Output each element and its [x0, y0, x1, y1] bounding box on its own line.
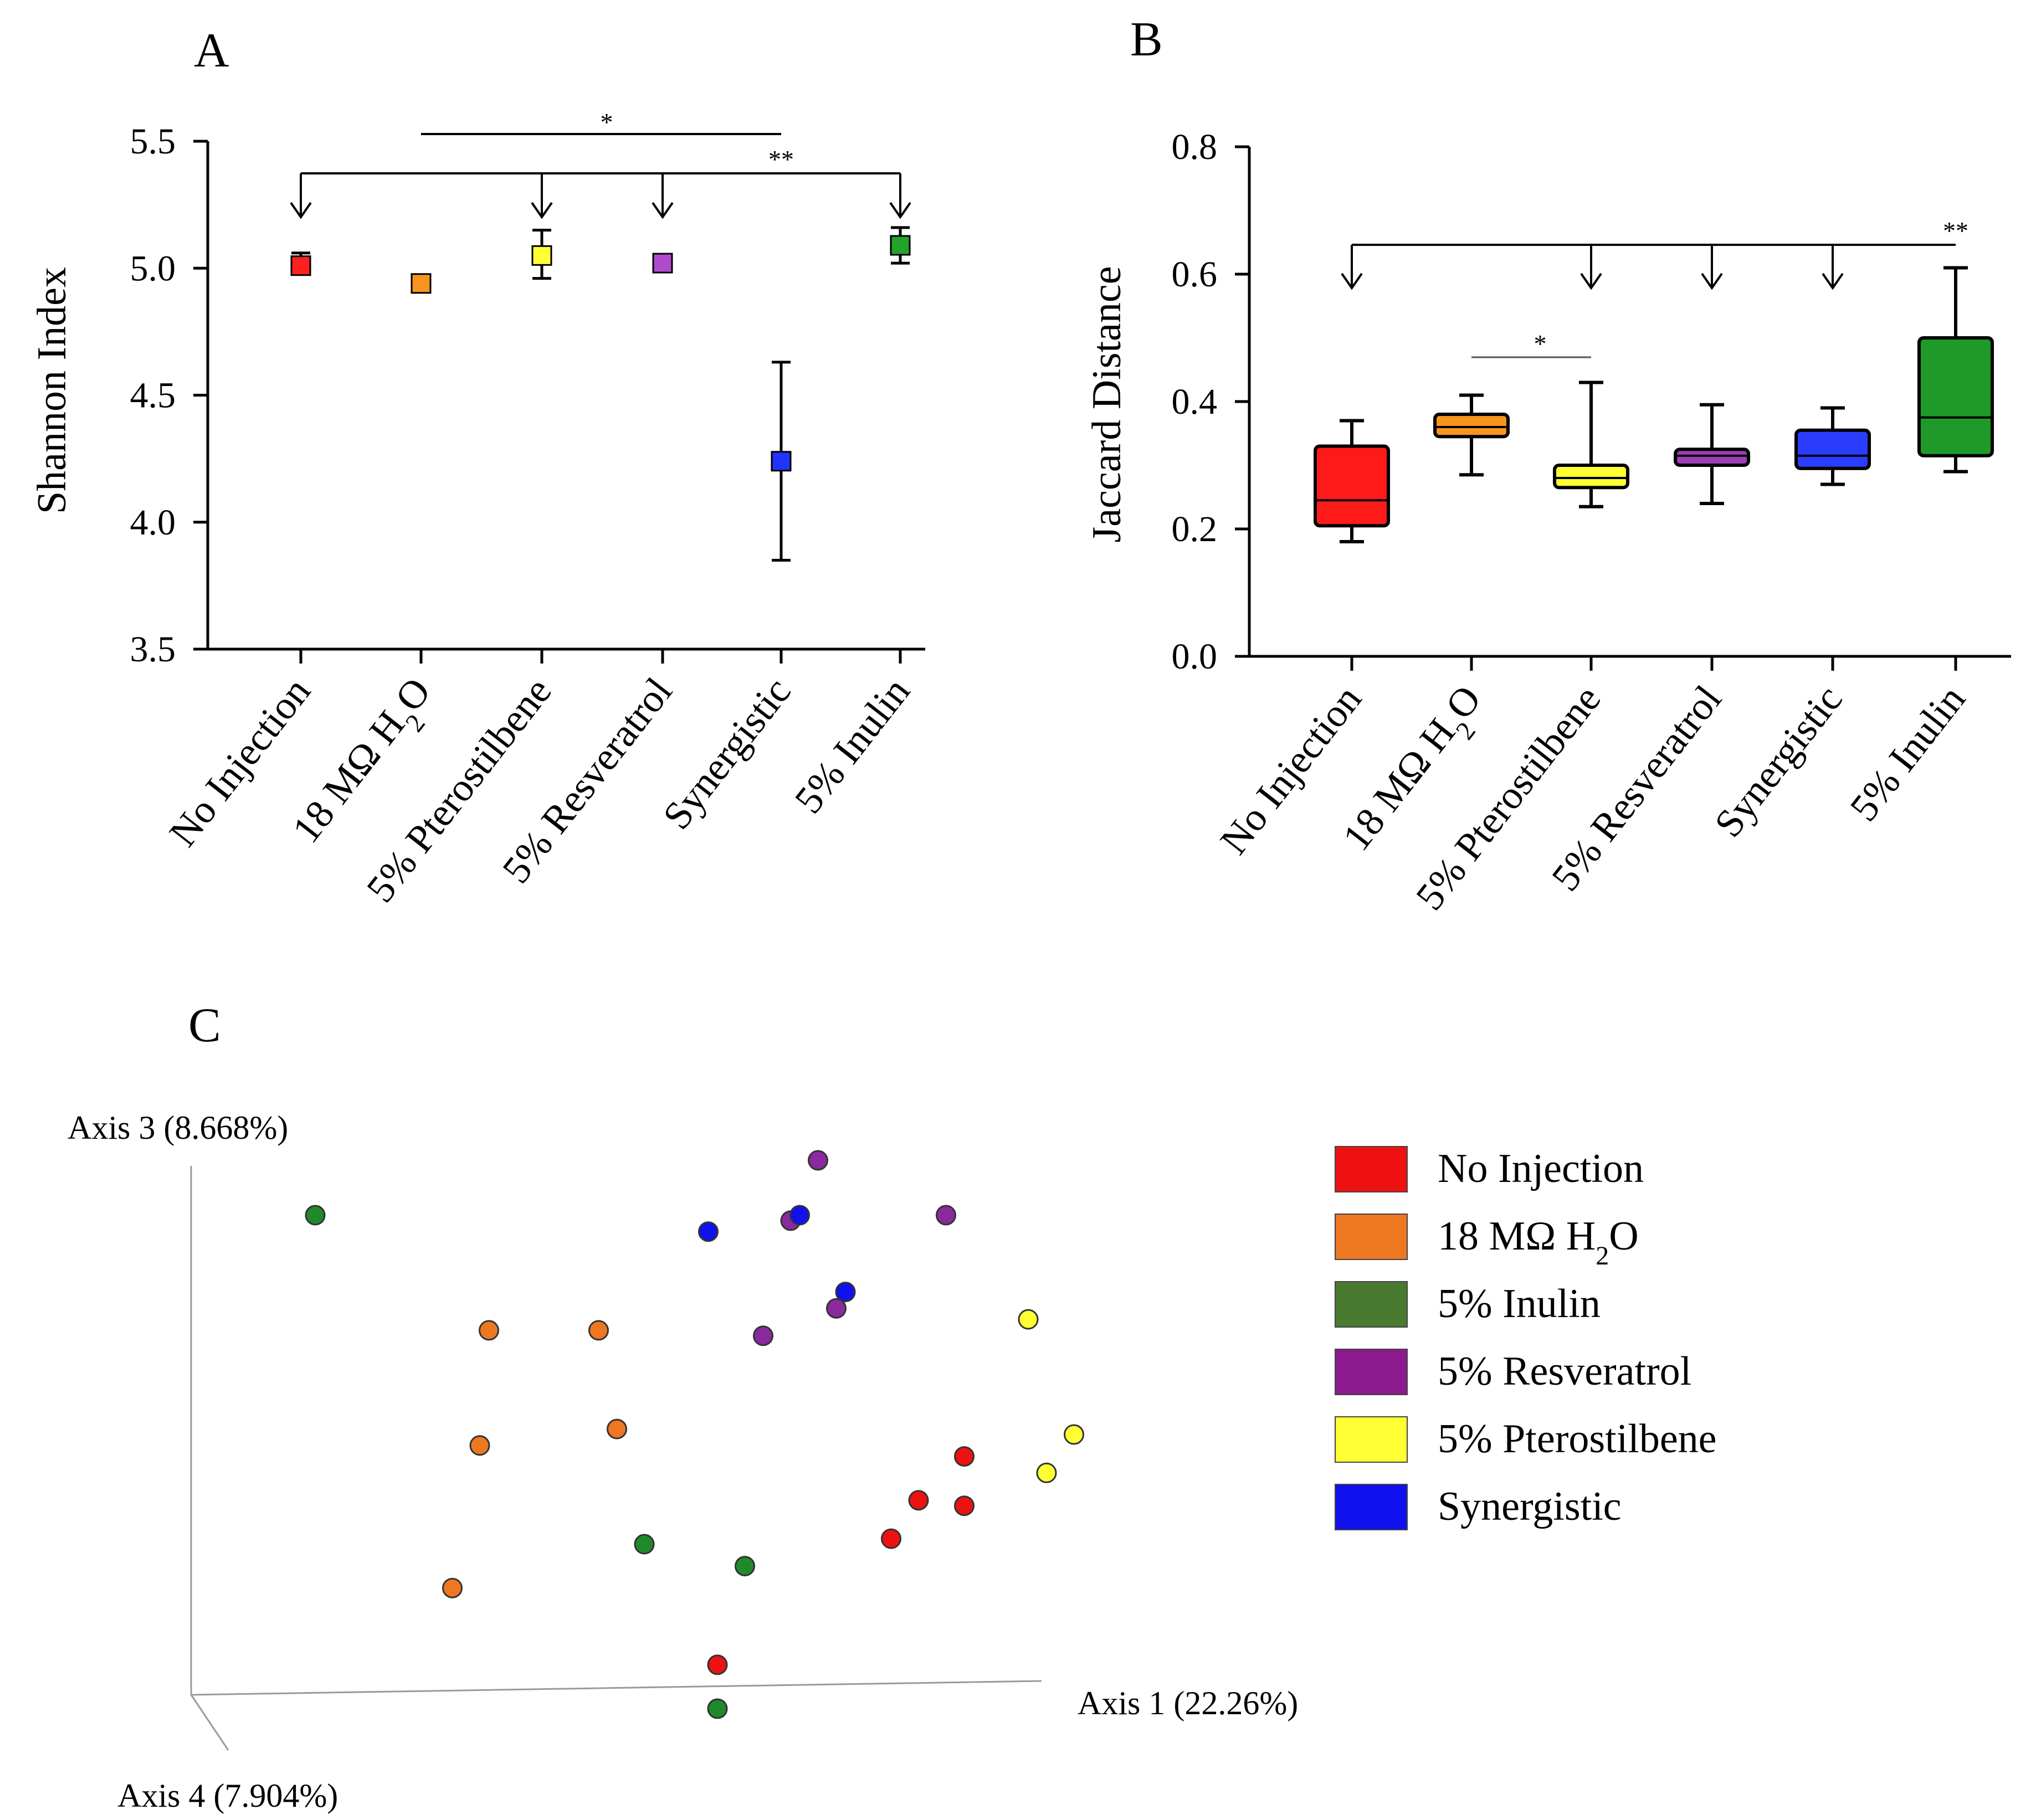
- legend-label-synergistic: Synergistic: [1438, 1484, 1622, 1529]
- legend-swatch-18-m-ho: [1335, 1214, 1408, 1260]
- panel-b-box-1: [1433, 413, 1510, 439]
- panel-b-y-axis-title: Jaccard Distance: [1084, 266, 1130, 542]
- pcoa-point-18-m-h2o-4: [479, 1320, 499, 1341]
- panel-a-x-ticks: [299, 649, 902, 664]
- panel-a-mean-marker-2: [531, 245, 552, 266]
- panel-a-y-axis-title: Shannon Index: [29, 267, 75, 514]
- panel-b-box-3: [1674, 448, 1750, 467]
- pcoa-point-5-inulin-3: [707, 1698, 728, 1719]
- pcoa-point-5-inulin-1: [634, 1534, 655, 1555]
- legend-label-18-m-ho: 18 MΩ H2O: [1438, 1214, 1639, 1271]
- panel-a-letter: A: [194, 24, 229, 78]
- legend-label-subscript-1: 2: [1596, 1241, 1609, 1271]
- pcoa-point-synergistic-15: [698, 1221, 719, 1242]
- panel-a-mean-marker-1: [411, 273, 432, 294]
- panel-b-letter: B: [1130, 13, 1163, 66]
- legend-swatch-5-resveratrol: [1335, 1349, 1408, 1395]
- pcoa-point-synergistic-14: [789, 1205, 810, 1226]
- panel-a-ytick-label-2: 4.5: [130, 376, 176, 416]
- pcoa-point-5-resveratrol-9: [808, 1150, 828, 1171]
- legend-swatch-synergistic: [1335, 1484, 1408, 1530]
- panel-b-sig-arrow-0-head: [1341, 273, 1363, 290]
- panel-a-sig-label-1: *: [601, 108, 613, 136]
- pcoa-point-5-pterostilbene-18: [1064, 1424, 1084, 1445]
- panel-a-y-ticks: 3.5 4.0 4.5 5.0 5.5: [130, 121, 208, 670]
- pcoa-point-5-resveratrol-11: [936, 1205, 956, 1226]
- panel-a-ytick-label-3: 5.0: [130, 248, 176, 289]
- panel-a-sig-arrow-3-head: [652, 202, 674, 219]
- panel-b-ytick-label-1: 0.2: [1172, 509, 1218, 549]
- legend-swatch-5-pterostilbene: [1335, 1416, 1408, 1463]
- panel-b-sig-label-2: *: [1534, 330, 1547, 358]
- panel-a-sig-arrow-5-head: [889, 202, 911, 219]
- pcoa-point-no-injection-20: [954, 1446, 975, 1467]
- pcoa-points: [305, 1150, 1084, 1719]
- pcoa-point-5-pterostilbene-17: [1018, 1309, 1039, 1330]
- pcoa-point-no-injection-24: [707, 1654, 728, 1675]
- pcoa-axis1-label: Axis 1 (22.26%): [1078, 1685, 1298, 1721]
- panel-b-sig-arrow-4-head: [1822, 273, 1844, 290]
- panel-a-sig-label-2: **: [768, 145, 794, 173]
- pcoa-axis4-label: Axis 4 (7.904%): [117, 1777, 338, 1814]
- panel-b-box-5: [1917, 336, 1994, 457]
- panel-b-sig-arrow-3-head: [1701, 273, 1723, 290]
- legend-label-5-pterostilbene: 5% Pterostilbene: [1438, 1416, 1717, 1462]
- panel-b-ytick-label-3: 0.6: [1172, 254, 1218, 295]
- pcoa-point-5-inulin-0: [305, 1205, 326, 1226]
- pcoa-point-18-m-h2o-8: [442, 1577, 463, 1598]
- pcoa-point-no-injection-22: [954, 1495, 975, 1516]
- panel-a-mean-marker-3: [652, 253, 673, 274]
- legend-label-5-inulin: 5% Inulin: [1438, 1281, 1601, 1327]
- panel-a-mean-marker-0: [290, 255, 311, 276]
- panel-a-mean-marker-4: [771, 451, 792, 472]
- pcoa-point-18-m-h2o-6: [469, 1435, 490, 1456]
- panel-a-ytick-label-0: 3.5: [130, 629, 176, 670]
- panel-b-box-4: [1794, 428, 1871, 470]
- pcoa-point-synergistic-16: [835, 1282, 856, 1303]
- panel-b-box-0: [1314, 444, 1390, 528]
- pcoa-point-5-pterostilbene-19: [1036, 1462, 1057, 1483]
- panel-a-sig-arrow-2-head: [531, 202, 553, 219]
- panel-a-ytick-label-1: 4.0: [130, 502, 176, 543]
- panel-b-box-2: [1553, 464, 1629, 490]
- panel-c-letter: C: [188, 999, 221, 1052]
- panel-b-ytick-label-4: 0.8: [1172, 127, 1218, 167]
- pcoa-axis4-line: [190, 1694, 229, 1751]
- legend-label-5-resveratrol: 5% Resveratrol: [1438, 1349, 1691, 1394]
- panel-b-x-ticks: [1350, 656, 1957, 671]
- panel-a-sig-arrow-0-head: [290, 202, 312, 219]
- pcoa-point-18-m-h2o-7: [607, 1418, 627, 1439]
- legend-swatch-no-injection: [1335, 1146, 1408, 1192]
- panel-b-significance: ***: [1341, 217, 1968, 358]
- panel-a-significance: ***: [290, 108, 911, 219]
- panel-b-sig-arrow-2-head: [1580, 273, 1602, 290]
- panel-b-ytick-label-2: 0.4: [1172, 382, 1218, 422]
- legend-label-no-injection: No Injection: [1438, 1146, 1644, 1191]
- panel-b-sig-label-1: **: [1943, 217, 1968, 245]
- panel-c: C Axis 3 (8.668%) Axis 1 (22.26%) Axis 4…: [68, 999, 1717, 1814]
- pcoa-point-no-injection-21: [908, 1490, 929, 1511]
- panel-b-y-ticks: 0.0 0.2 0.4 0.6 0.8: [1172, 127, 1249, 677]
- pcoa-point-5-resveratrol-13: [753, 1325, 773, 1346]
- pcoa-axis1-line: [191, 1680, 1042, 1696]
- legend-swatch-5-inulin: [1335, 1281, 1408, 1328]
- panel-b-boxes: [1314, 266, 1994, 543]
- panel-a-marks: [290, 226, 911, 562]
- panel-b-ytick-label-0: 0.0: [1172, 636, 1218, 677]
- pcoa-point-5-resveratrol-12: [826, 1298, 847, 1319]
- panel-c-axes: [190, 1166, 1042, 1751]
- legend-label-main-1: 18 MΩ H: [1438, 1214, 1596, 1259]
- legend-label-tail-1: O: [1609, 1214, 1638, 1259]
- pcoa-point-5-inulin-2: [735, 1556, 755, 1577]
- pcoa-axis3-label: Axis 3 (8.668%): [68, 1109, 288, 1146]
- pcoa-point-no-injection-23: [881, 1528, 901, 1549]
- panel-a-mean-marker-5: [890, 235, 911, 256]
- panel-a-ytick-label-4: 5.5: [130, 121, 176, 162]
- pcoa-point-18-m-h2o-5: [588, 1320, 609, 1341]
